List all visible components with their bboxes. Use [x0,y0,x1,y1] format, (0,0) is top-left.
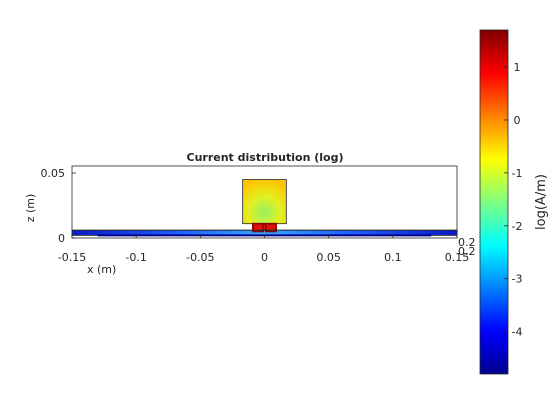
colorbar-tick-label: -4 [512,326,523,339]
chart-title: Current distribution (log) [187,151,344,164]
y-tick-label-2: 0.2 [458,245,476,258]
colorbar-tick-label: 0 [514,114,521,127]
x-tick-label: 0.15 [445,251,470,264]
colorbar-tick-label: -3 [512,273,523,286]
x-tick-label: 0 [261,251,268,264]
z-tick-label: 0 [58,232,65,245]
x-axis-ticks: -0.15 -0.1 -0.05 0 0.05 0.1 0.15 [58,234,469,264]
colorbar-tick-label: 1 [514,61,521,74]
x-axis-label: x (m) [87,263,116,276]
x-tick-label: -0.05 [186,251,214,264]
colorbar [479,29,509,375]
x-tick-label: 0.05 [316,251,341,264]
z-axis-ticks: 00.05 [41,167,76,245]
x-tick-label: -0.15 [58,251,86,264]
colorbar-tick-label: -1 [512,167,523,180]
z-axis-label: z (m) [24,194,37,223]
x-tick-label: -0.1 [125,251,146,264]
feed-post-left [252,222,265,233]
colorbar-label: log(A/m) [534,174,549,230]
region-patch [242,179,287,225]
y-tick-label-1: 0.2 [458,236,476,249]
colorbar-tick-label: -2 [512,220,523,233]
colorbar-ticks: 1 0 -1 -2 -3 -4 [504,61,522,339]
x-tick-label: 0.1 [384,251,402,264]
feed-post-right [264,222,277,233]
z-tick-label: 0.05 [41,167,66,180]
